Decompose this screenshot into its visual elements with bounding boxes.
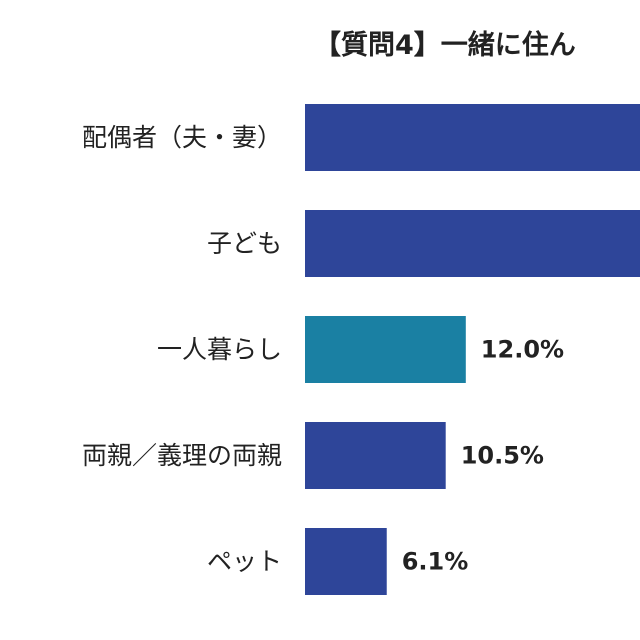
value-label: 6.1% bbox=[402, 548, 469, 576]
bar bbox=[305, 316, 466, 383]
category-label: 子ども bbox=[207, 229, 282, 258]
value-label: 12.0% bbox=[481, 336, 564, 364]
bar bbox=[305, 422, 446, 489]
category-label: 一人暮らし bbox=[157, 335, 282, 364]
category-label: ペット bbox=[207, 547, 282, 576]
bar bbox=[305, 528, 387, 595]
bar bbox=[305, 104, 640, 171]
value-label: 10.5% bbox=[461, 442, 544, 470]
category-label: 配偶者（夫・妻） bbox=[82, 123, 282, 152]
value-labels: 12.0% 10.5% 6.1% bbox=[402, 336, 564, 576]
chart-title: 【質問4】一緒に住ん bbox=[314, 29, 576, 61]
bars bbox=[305, 104, 640, 595]
category-label: 両親／義理の両親 bbox=[82, 441, 282, 470]
bar bbox=[305, 210, 640, 277]
